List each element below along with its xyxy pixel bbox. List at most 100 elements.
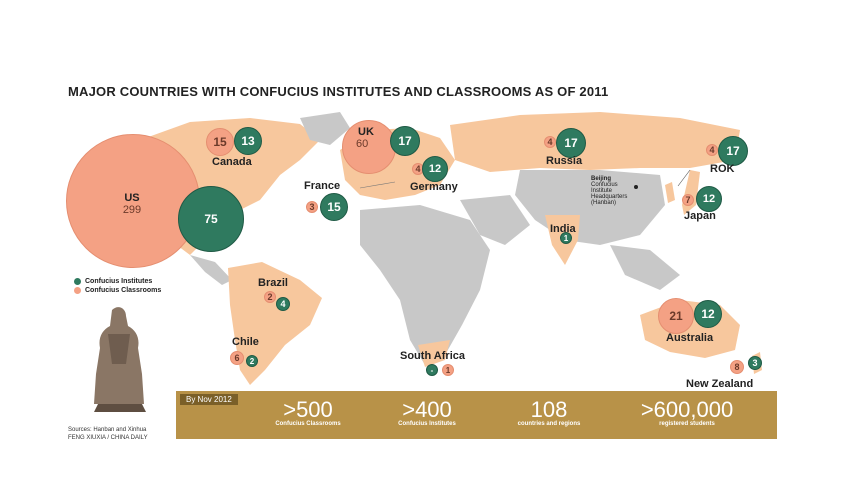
france-institutes-value: 15: [327, 200, 341, 214]
russia-institutes-circle: 17: [556, 128, 586, 158]
banner-date: By Nov 2012: [180, 394, 238, 405]
brazil-institutes-circle: 4: [276, 297, 290, 311]
uk-institutes-value: 17: [398, 134, 412, 148]
land-asia: [515, 170, 665, 245]
land-middle-east: [460, 195, 530, 245]
sources-credit: Sources: Hanban and Xinhua FENG XIUXIA /…: [68, 426, 148, 442]
south-africa-classrooms-circle: 1: [442, 364, 454, 376]
australia-classrooms-value: 21: [669, 309, 683, 323]
beijing-line-2: Confucius: [591, 182, 618, 188]
stat-classrooms-label: Confucius Classrooms: [275, 421, 341, 427]
south-africa-institutes-circle: -: [426, 364, 438, 376]
institutes-dot-icon: [74, 278, 81, 285]
new-zealand-institutes-circle: 3: [748, 356, 762, 370]
legend: Confucius Institutes Confucius Classroom…: [74, 278, 161, 296]
stat-countries: 108 countries and regions: [494, 397, 604, 428]
rok-classrooms-circle: 4: [706, 144, 718, 156]
stat-students-value: >600,000: [640, 397, 734, 422]
russia-classrooms-value: 4: [547, 137, 553, 147]
south-africa-institutes-value: -: [430, 365, 434, 375]
chile-institutes-circle: 2: [246, 355, 258, 367]
credit-line: FENG XIUXIA / CHINA DAILY: [68, 435, 148, 441]
map-title: MAJOR COUNTRIES WITH CONFUCIUS INSTITUTE…: [68, 84, 609, 99]
land-africa: [360, 205, 490, 365]
us-name: US: [124, 192, 140, 204]
land-korea: [665, 182, 675, 203]
france-institutes-circle: 15: [320, 193, 348, 221]
land-greenland: [300, 112, 350, 145]
rok-classrooms-value: 4: [709, 145, 715, 155]
classrooms-dot-icon: [74, 287, 81, 294]
russia-label: Russia: [546, 155, 583, 167]
new-zealand-classrooms-circle: 8: [730, 360, 744, 374]
us-institutes-value: 75: [204, 212, 218, 226]
stat-countries-label: countries and regions: [517, 421, 581, 427]
stat-institutes-label: Confucius Institutes: [398, 421, 456, 427]
france-classrooms-value: 3: [309, 202, 315, 212]
uk-classrooms-value: 60: [356, 138, 369, 150]
chile-classrooms-value: 6: [234, 353, 240, 363]
france-classrooms-circle: 3: [306, 201, 318, 213]
south-africa-classrooms-value: 1: [445, 365, 451, 375]
us-institutes-circle: 75: [178, 186, 244, 252]
stat-institutes-value: >400: [402, 397, 452, 422]
legend-classrooms: Confucius Classrooms: [74, 287, 161, 294]
chile-label: Chile: [232, 336, 259, 348]
land-south-america: [228, 262, 322, 385]
uk-institutes-circle: 17: [390, 126, 420, 156]
rok-institutes-value: 17: [726, 144, 740, 158]
canada-classrooms-value: 15: [213, 135, 227, 149]
brazil-classrooms-value: 2: [267, 292, 273, 302]
beijing-line-1: Beijing: [591, 176, 612, 182]
australia-institutes-value: 12: [701, 307, 715, 321]
stat-classrooms: >500 Confucius Classrooms: [248, 397, 368, 428]
uk-label: UK: [358, 126, 374, 138]
beijing-line-5: (Hanban): [591, 200, 617, 206]
land-se-asia: [610, 245, 680, 290]
beijing-line-4: Headquarters: [591, 194, 628, 200]
india-institutes-circle: 1: [560, 232, 572, 244]
russia-classrooms-circle: 4: [544, 136, 556, 148]
chile-classrooms-circle: 6: [230, 351, 244, 365]
legend-institutes: Confucius Institutes: [74, 278, 161, 285]
australia-classrooms-circle: 21: [658, 298, 694, 334]
germany-classrooms-value: 4: [415, 164, 421, 174]
stat-countries-value: 108: [530, 397, 568, 422]
stat-students-label: registered students: [659, 421, 715, 427]
stat-students: >600,000 registered students: [612, 397, 762, 428]
sources-line: Sources: Hanban and Xinhua: [68, 427, 147, 433]
south-africa-label: South Africa: [400, 350, 465, 362]
beijing-dot: [634, 185, 638, 189]
land-south-africa: [418, 340, 450, 367]
stats-banner: By Nov 2012 >500 Confucius Classrooms >4…: [176, 391, 777, 439]
land-russia: [450, 112, 740, 172]
germany-institutes-value: 12: [428, 163, 442, 175]
india-institutes-value: 1: [563, 233, 569, 243]
japan-institutes-circle: 12: [696, 186, 722, 212]
rok-institutes-circle: 17: [718, 136, 748, 166]
chile-institutes-value: 2: [249, 356, 255, 366]
land-central-america: [190, 255, 232, 285]
japan-classrooms-circle: 7: [682, 194, 694, 206]
stat-classrooms-value: >500: [283, 397, 333, 422]
new-zealand-label: New Zealand: [686, 378, 754, 390]
brazil-classrooms-circle: 2: [264, 291, 276, 303]
brazil-institutes-value: 4: [280, 299, 286, 309]
us-classrooms-circle: [66, 134, 200, 268]
germany-institutes-circle: 12: [422, 156, 448, 182]
brazil-label: Brazil: [258, 277, 288, 289]
beijing-note: Beijing Confucius Institute Headquarters…: [591, 176, 627, 206]
australia-institutes-circle: 12: [694, 300, 722, 328]
canada-institutes-value: 13: [241, 134, 255, 148]
france-label: France: [304, 180, 341, 192]
us-label: US 299: [104, 192, 160, 216]
stat-institutes: >400 Confucius Institutes: [372, 397, 482, 428]
new-zealand-classrooms-value: 8: [734, 362, 740, 372]
rok-label: ROK: [710, 163, 735, 175]
new-zealand-institutes-value: 3: [752, 358, 758, 368]
rok-leader-line: [677, 169, 691, 187]
france-leader-line: [359, 181, 396, 189]
australia-label: Australia: [666, 332, 714, 344]
